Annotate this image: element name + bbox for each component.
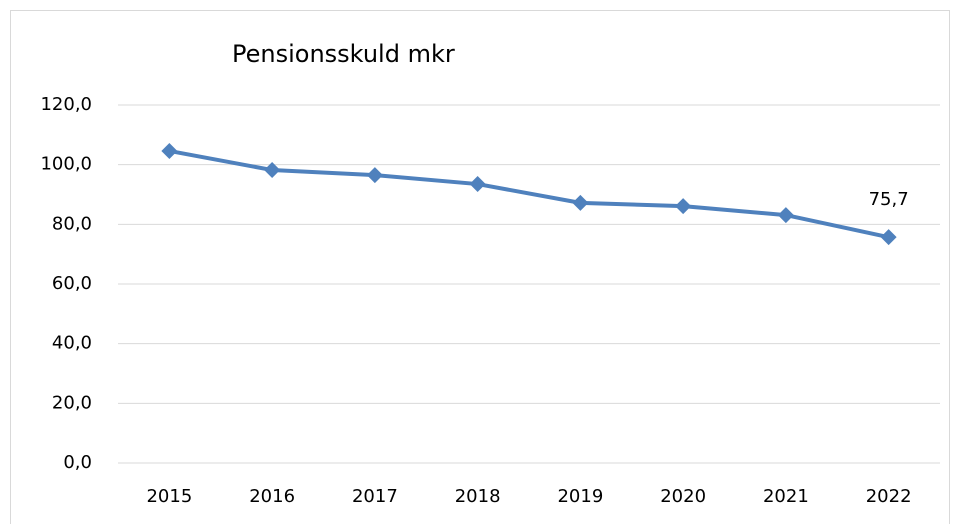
x-tick-label: 2015	[146, 486, 192, 507]
point-marker	[161, 142, 178, 159]
x-tick-label: 2020	[660, 486, 706, 507]
y-tick-label: 100,0	[40, 154, 92, 175]
x-tick-label: 2021	[763, 486, 809, 507]
data-label: 75,7	[869, 189, 909, 210]
point-marker	[264, 162, 281, 179]
y-tick-label: 60,0	[52, 273, 92, 294]
x-tick-label: 2022	[866, 486, 912, 507]
point-marker	[366, 167, 383, 184]
x-tick-label: 2018	[455, 486, 501, 507]
y-tick-label: 40,0	[52, 333, 92, 354]
x-tick-label: 2016	[249, 486, 295, 507]
point-marker	[880, 229, 897, 246]
chart-title: Pensionsskuld mkr	[232, 40, 455, 68]
y-tick-label: 120,0	[40, 94, 92, 115]
x-tick-label: 2017	[352, 486, 398, 507]
y-tick-label: 20,0	[52, 392, 92, 413]
y-tick-label: 0,0	[63, 452, 92, 473]
point-marker	[675, 198, 692, 215]
point-marker	[469, 176, 486, 193]
x-tick-label: 2019	[557, 486, 603, 507]
series-line	[169, 148, 890, 240]
point-marker	[572, 194, 589, 211]
y-tick-label: 80,0	[52, 213, 92, 234]
point-marker	[777, 207, 794, 224]
chart-border	[10, 10, 950, 524]
